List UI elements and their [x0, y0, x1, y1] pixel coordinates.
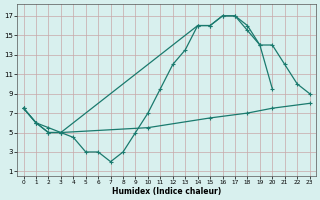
X-axis label: Humidex (Indice chaleur): Humidex (Indice chaleur) [112, 187, 221, 196]
